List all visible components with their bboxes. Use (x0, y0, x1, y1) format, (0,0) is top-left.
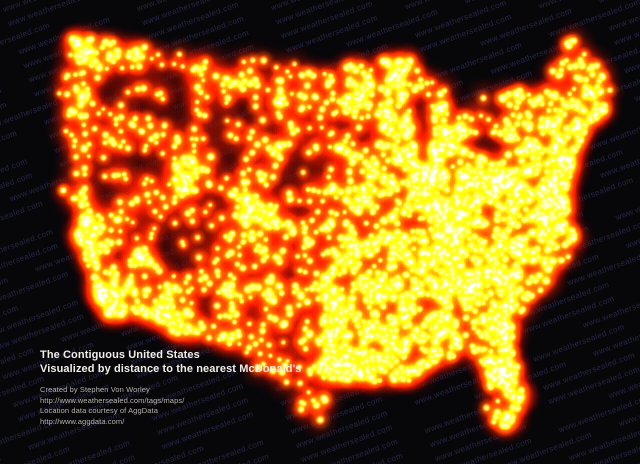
map-title: The Contiguous United States (40, 349, 200, 361)
credit-data-source: Location data courtesy of AggData (40, 406, 158, 415)
credit-data-url: http://www.aggdata.com/ (40, 416, 125, 426)
map-subtitle: Visualized by distance to the nearest Mc… (40, 363, 302, 375)
credit-author: Created by Stephen Von Worley (40, 385, 150, 394)
credits-block: Created by Stephen Von Worley http://www… (40, 385, 302, 427)
caption-block: The Contiguous United States Visualized … (40, 348, 302, 427)
credit-site-url: http://www.weathersealed.com/tags/maps/ (40, 395, 185, 405)
